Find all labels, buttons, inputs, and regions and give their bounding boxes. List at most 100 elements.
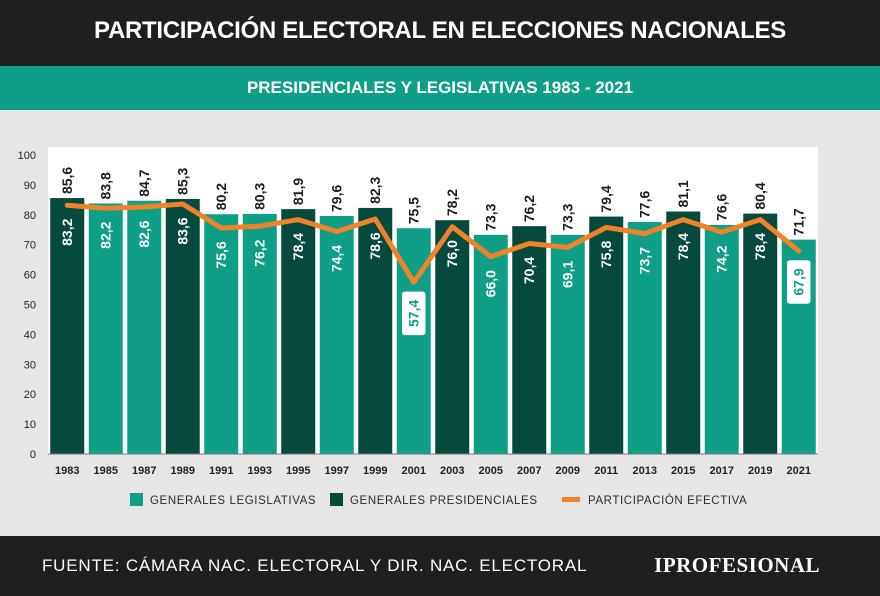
legend-label: PARTICIPACIÓN EFECTIVA <box>588 494 747 507</box>
bar <box>512 226 547 454</box>
line-value-label: 66,0 <box>483 270 499 297</box>
x-tick-label: 2013 <box>633 465 657 477</box>
bar <box>627 221 662 454</box>
bar-value-label: 85,3 <box>175 167 191 194</box>
bar <box>88 203 123 454</box>
bar-value-label: 77,6 <box>637 191 653 218</box>
y-tick-label: 0 <box>30 449 36 461</box>
bar-value-label: 75,5 <box>406 197 422 224</box>
x-tick-label: 1989 <box>171 465 195 477</box>
bar <box>743 213 778 454</box>
line-value-label: 78,4 <box>290 233 306 260</box>
y-tick-label: 90 <box>24 180 36 192</box>
participation-point <box>335 230 339 234</box>
bar-value-label: 76,6 <box>714 194 730 221</box>
bar <box>165 198 200 454</box>
line-value-label: 78,6 <box>367 232 383 259</box>
legend-label: GENERALES LEGISLATIVAS <box>150 495 316 507</box>
source-note: FUENTE: CÁMARA NAC. ELECTORAL Y DIR. NAC… <box>42 556 588 575</box>
line-value-label: 69,1 <box>560 261 576 288</box>
x-tick-label: 1985 <box>94 465 118 477</box>
x-tick-label: 2009 <box>556 465 580 477</box>
bar-value-label: 82,3 <box>367 176 383 203</box>
bar-value-label: 83,8 <box>98 172 114 199</box>
bar-value-label: 81,1 <box>675 180 691 207</box>
bar-value-label: 79,4 <box>598 185 614 212</box>
participation-point <box>142 205 146 209</box>
participation-point <box>181 202 185 206</box>
line-value-label: 76,0 <box>444 240 460 267</box>
y-tick-label: 30 <box>24 359 36 371</box>
bar-value-label: 79,6 <box>329 185 345 212</box>
participation-point <box>412 280 416 284</box>
line-value-label: 57,4 <box>406 300 422 327</box>
plot-background <box>48 147 818 454</box>
bar-value-label: 84,7 <box>136 169 152 196</box>
participation-point <box>489 255 493 259</box>
participation-point <box>219 226 223 230</box>
participation-point <box>65 203 69 207</box>
participation-point <box>104 206 108 210</box>
bar <box>127 200 162 454</box>
subtitle-bar: PRESIDENCIALES Y LEGISLATIVAS 1983 - 202… <box>0 66 880 110</box>
legend-label: GENERALES PRESIDENCIALES <box>350 495 538 507</box>
bar-value-label: 78,2 <box>444 189 460 216</box>
x-tick-label: 2005 <box>479 465 503 477</box>
bar <box>319 215 354 454</box>
y-tick-label: 10 <box>24 419 36 431</box>
line-value-label: 83,2 <box>59 218 75 245</box>
line-value-label: 73,7 <box>637 247 653 274</box>
bar-value-label: 85,6 <box>59 167 75 194</box>
y-tick-label: 20 <box>24 389 36 401</box>
x-tick-label: 2017 <box>710 465 734 477</box>
participation-line <box>64 201 802 285</box>
bar <box>281 209 316 454</box>
footer-bar: FUENTE: CÁMARA NAC. ELECTORAL Y DIR. NAC… <box>0 536 880 596</box>
x-tick-label: 2007 <box>517 465 541 477</box>
legend-swatch <box>562 497 580 502</box>
bar-value-label: 80,2 <box>213 183 229 210</box>
line-value-label: 74,2 <box>714 245 730 272</box>
bar <box>435 220 470 454</box>
bar <box>242 213 277 454</box>
participation-point <box>643 232 647 236</box>
turnout-chart: 0 10 20 30 40 50 60 70 80 90 100 85,6 1983 83,8 1985 84… <box>18 147 818 507</box>
x-tick-label: 1991 <box>209 465 233 477</box>
participation-point <box>604 225 608 229</box>
y-tick-label: 60 <box>24 270 36 282</box>
line-value-label: 78,4 <box>752 233 768 260</box>
y-tick-label: 100 <box>18 150 36 162</box>
participation-point <box>720 230 724 234</box>
legend-swatch <box>130 493 143 506</box>
y-tick-label: 80 <box>24 210 36 222</box>
highlight-box <box>399 289 428 338</box>
participation-point <box>758 218 762 222</box>
legend-swatch <box>330 493 343 506</box>
x-tick-label: 2001 <box>402 465 426 477</box>
line-value-label: 67,9 <box>791 268 807 295</box>
line-value-label: 75,8 <box>598 241 614 268</box>
bar-value-label: 76,2 <box>521 195 537 222</box>
line-value-label: 83,6 <box>175 217 191 244</box>
x-tick-label: 1993 <box>248 465 272 477</box>
x-tick-label: 2015 <box>671 465 695 477</box>
x-tick-label: 1987 <box>132 465 156 477</box>
bar <box>204 214 239 454</box>
brand-logo: IPROFESIONAL <box>654 553 820 577</box>
participation-point <box>681 218 685 222</box>
x-tick-label: 1995 <box>286 465 310 477</box>
x-tick-label: 1983 <box>55 465 79 477</box>
chart-subtitle: PRESIDENCIALES Y LEGISLATIVAS 1983 - 202… <box>246 78 634 97</box>
chart-area: 0 10 20 30 40 50 60 70 80 90 100 85,6 1983 83,8 1985 84… <box>0 110 880 536</box>
participation-point <box>450 225 454 229</box>
line-value-label: 76,2 <box>252 239 268 266</box>
x-tick-label: 2011 <box>594 465 618 477</box>
x-tick-label: 2019 <box>748 465 772 477</box>
bar <box>550 234 585 454</box>
line-value-label: 75,6 <box>213 241 229 268</box>
line-value-label: 70,4 <box>521 257 537 284</box>
x-tick-label: 2021 <box>787 465 811 477</box>
bar-value-label: 73,3 <box>483 203 499 230</box>
participation-point <box>797 249 801 253</box>
bar <box>358 207 393 454</box>
